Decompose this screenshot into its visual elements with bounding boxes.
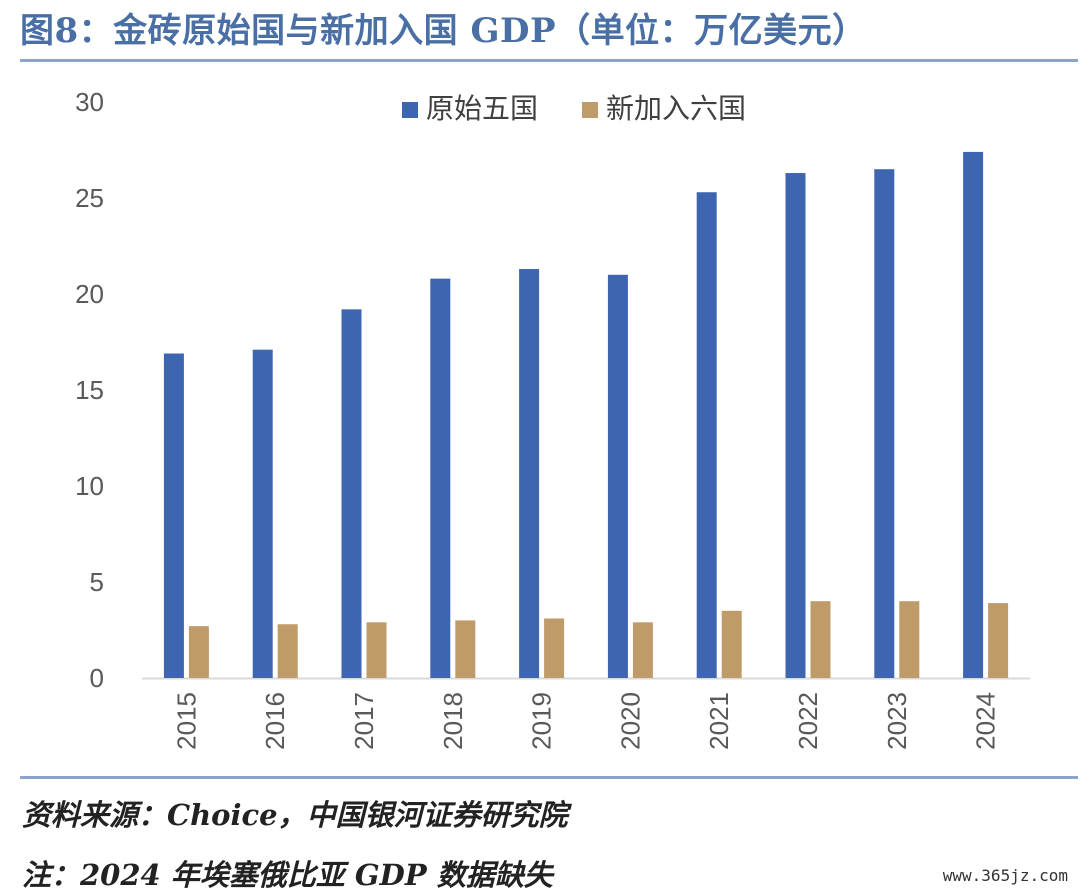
x-tick-label: 2015 xyxy=(171,692,201,750)
y-tick-label: 30 xyxy=(75,87,104,117)
bar-original-2024 xyxy=(963,151,984,679)
bar-new-2024 xyxy=(988,603,1009,678)
bar-new-2023 xyxy=(899,601,920,678)
source-note: 资料来源：Choice，中国银河证券研究院 xyxy=(22,798,568,832)
watermark: www.365jz.com xyxy=(936,864,1074,887)
chart-title: 图8：金砖原始国与新加入国 GDP（单位：万亿美元） xyxy=(20,11,867,51)
legend-original-label: 原始五国 xyxy=(426,92,538,125)
bar-original-2019 xyxy=(519,269,540,678)
y-tick-label: 0 xyxy=(90,663,104,693)
x-tick-label: 2019 xyxy=(527,692,557,750)
x-tick-label: 2024 xyxy=(971,692,1001,750)
bar-original-2016 xyxy=(252,349,273,678)
legend-new-label: 新加入六国 xyxy=(606,92,746,125)
data-note: 注：2024 年埃塞俄比亚 GDP 数据缺失 xyxy=(22,858,553,892)
bottom-rule xyxy=(20,776,1078,779)
top-rule xyxy=(20,59,1078,62)
bar-new-2018 xyxy=(455,620,476,678)
x-tick-label: 2016 xyxy=(260,692,290,750)
y-tick-label: 10 xyxy=(75,471,104,501)
bar-original-2023 xyxy=(874,169,895,678)
x-tick-label: 2023 xyxy=(882,692,912,750)
bar-original-2021 xyxy=(696,192,717,679)
x-tick-label: 2022 xyxy=(793,692,823,750)
bar-chart: 0 5 10 15 20 25 30 2015 2016 2017 2018 2019 2020 2021… xyxy=(75,87,1030,750)
bar-original-2018 xyxy=(430,278,451,678)
x-tick-label: 2020 xyxy=(615,692,645,750)
bar-new-2021 xyxy=(721,610,742,678)
x-tick-label: 2018 xyxy=(438,692,468,750)
bar-original-2022 xyxy=(785,173,806,678)
y-tick-label: 5 xyxy=(90,567,104,597)
bar-new-2016 xyxy=(277,624,298,678)
y-tick-label: 15 xyxy=(75,375,104,405)
bar-new-2019 xyxy=(544,618,565,678)
bar-original-2017 xyxy=(341,309,362,678)
legend-new-swatch xyxy=(582,102,598,118)
y-tick-label: 25 xyxy=(75,183,104,213)
x-tick-label: 2017 xyxy=(349,692,379,750)
y-tick-label: 20 xyxy=(75,279,104,309)
bar-original-2020 xyxy=(607,274,628,678)
legend-original-swatch xyxy=(402,102,418,118)
bar-original-2015 xyxy=(163,353,184,678)
bar-new-2022 xyxy=(810,601,831,678)
bar-new-2020 xyxy=(632,622,653,678)
x-tick-label: 2021 xyxy=(704,692,734,750)
bar-new-2015 xyxy=(188,626,209,678)
bar-new-2017 xyxy=(366,622,387,678)
